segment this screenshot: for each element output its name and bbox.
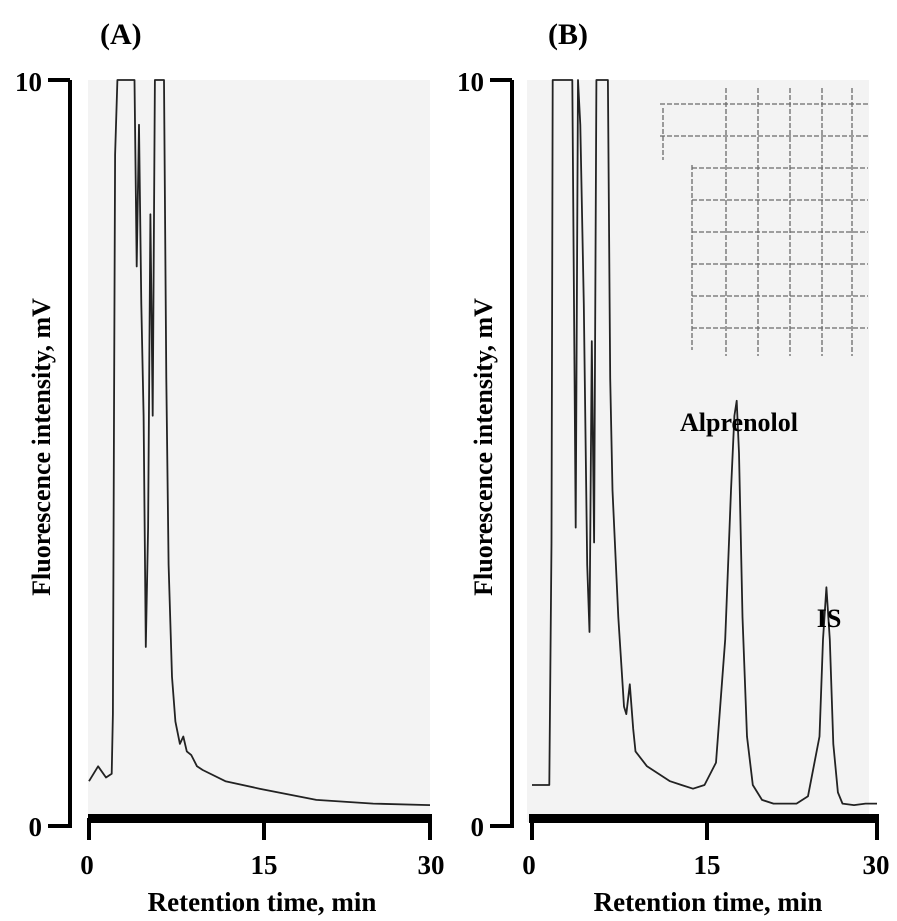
panel-a: (A) 10 0 Fluorescence intensity, mV 0 15… <box>15 18 445 917</box>
panel-b-y-tick-label-0: 0 <box>471 812 485 842</box>
panel-a-label: (A) <box>100 18 142 51</box>
panel-b-x-axis <box>529 814 879 823</box>
panel-a-x-tick-label-0: 0 <box>80 850 94 880</box>
panel-a-x-tick-label-30: 30 <box>418 850 445 880</box>
panel-a-y-axis-title: Fluorescence intensity, mV <box>27 298 56 596</box>
panel-a-y-tick-label-10: 10 <box>15 67 42 97</box>
panel-b-x-axis-title: Retention time, min <box>594 887 823 917</box>
panel-b: (B) 10 0 Fluorescence intensity, mV 0 15… <box>457 18 890 917</box>
panel-a-x-tick-label-15: 15 <box>251 850 278 880</box>
peak-label-is: IS <box>817 604 842 633</box>
panel-b-x-tick-label-15: 15 <box>694 850 721 880</box>
panel-a-y-tick-label-0: 0 <box>29 812 43 842</box>
panel-a-trace <box>88 79 431 806</box>
panel-a-plot-area <box>88 80 430 822</box>
panel-b-trace <box>532 79 877 806</box>
panel-b-y-axis-title: Fluorescence intensity, mV <box>469 298 498 596</box>
panel-b-paper-grid-fragment <box>660 88 868 356</box>
panel-b-plot-area <box>527 80 869 822</box>
panel-b-x-tick-label-0: 0 <box>522 850 536 880</box>
panel-b-x-tick-label-30: 30 <box>863 850 890 880</box>
panel-a-x-axis-title: Retention time, min <box>148 887 377 917</box>
panel-b-label: (B) <box>548 18 588 51</box>
panel-b-y-tick-label-10: 10 <box>457 67 484 97</box>
panel-a-x-axis <box>88 814 432 823</box>
peak-label-alprenolol: Alprenolol <box>680 408 798 437</box>
